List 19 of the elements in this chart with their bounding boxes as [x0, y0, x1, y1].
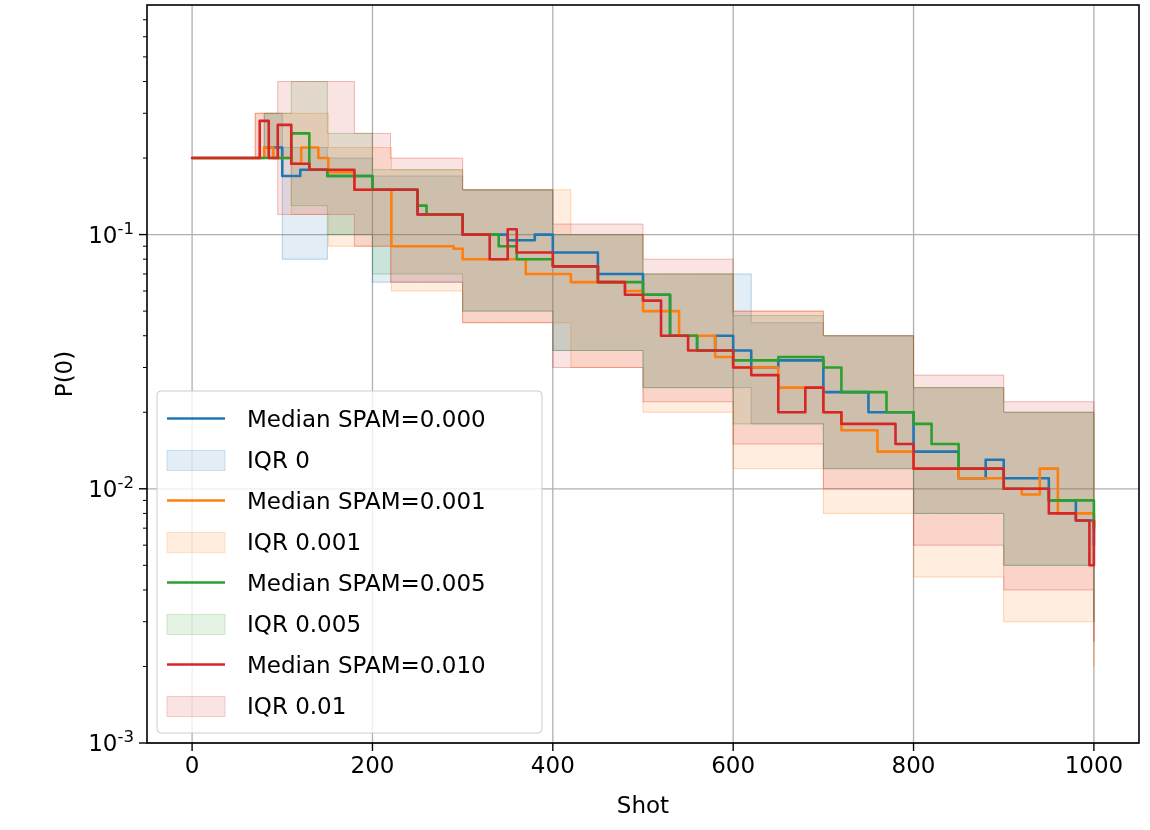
- legend-label: IQR 0.001: [247, 528, 362, 555]
- legend-label: Median SPAM=0.010: [247, 651, 486, 678]
- legend-label: Median SPAM=0.001: [247, 487, 486, 514]
- legend-label: Median SPAM=0.005: [247, 569, 486, 596]
- legend-label: IQR 0: [247, 446, 310, 473]
- x-tick-label: 600: [711, 752, 756, 778]
- x-tick-label: 1000: [1064, 752, 1124, 778]
- y-axis-title: P(0): [51, 350, 77, 398]
- legend-label: IQR 0.01: [247, 692, 347, 719]
- y-tick-label: 10$^{-2}$: [88, 472, 134, 502]
- x-tick-label: 0: [184, 752, 200, 778]
- x-tick-label: 800: [891, 752, 936, 778]
- y-tick-label: 10$^{-1}$: [88, 218, 134, 248]
- y-tick-label: 10$^{-3}$: [88, 726, 134, 757]
- x-tick-label: 400: [530, 752, 575, 778]
- legend-label: Median SPAM=0.000: [247, 405, 486, 432]
- x-tick-label: 200: [350, 752, 395, 778]
- legend-label: IQR 0.005: [247, 610, 362, 637]
- x-axis-title: Shot: [616, 792, 670, 818]
